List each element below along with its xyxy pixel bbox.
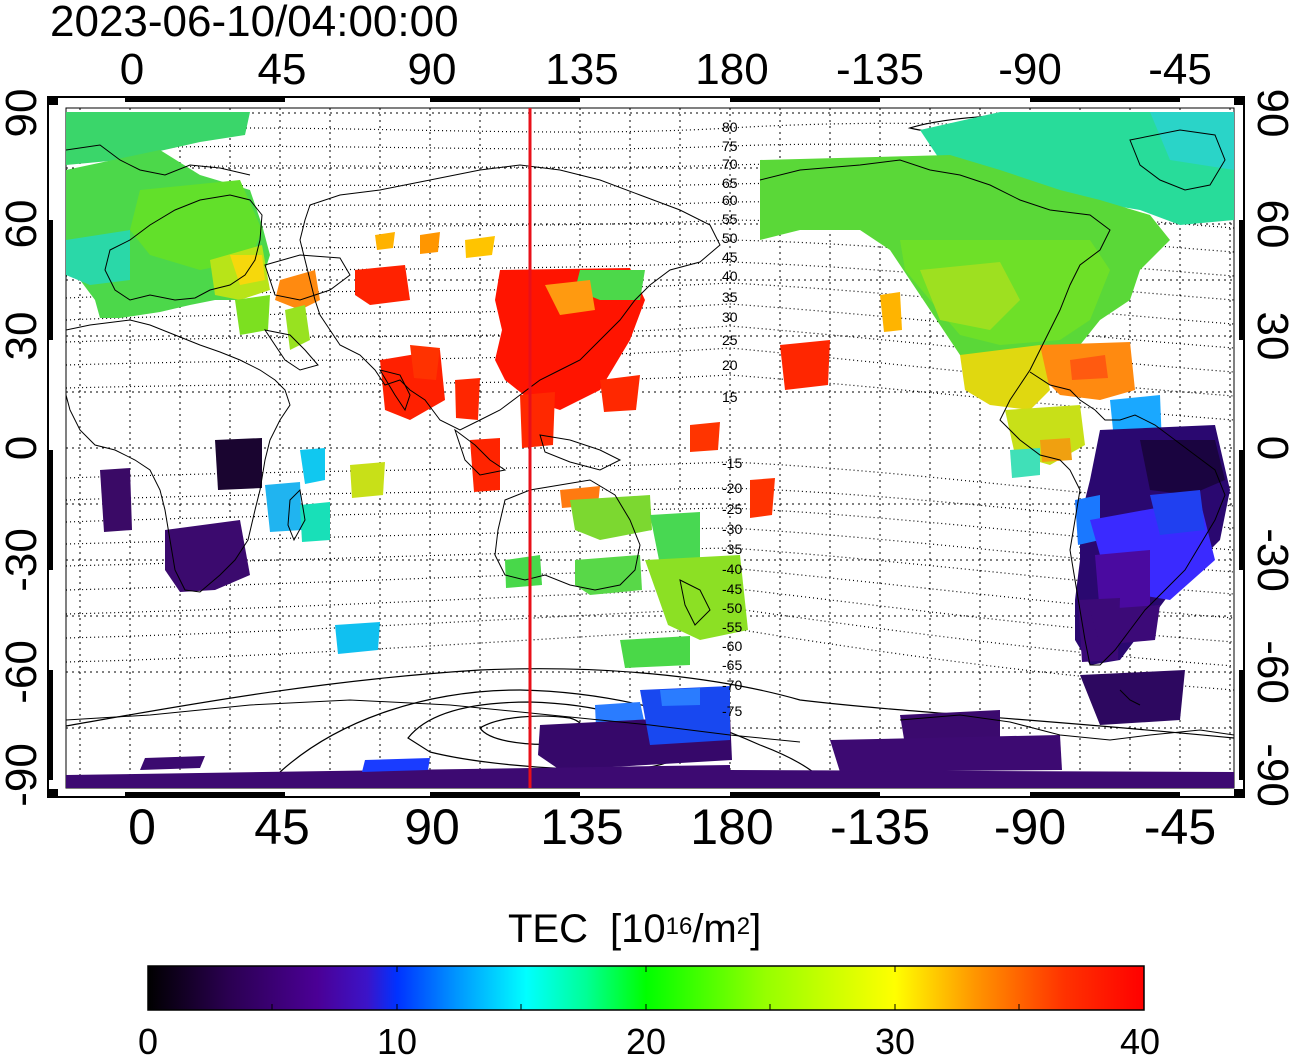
mlat-label: 65	[722, 175, 738, 191]
right-lat-label: -90	[1248, 743, 1294, 807]
magnetic-latitude-labels: 80 75 70 65 60 55 50 45 40 35 30 25 20 1…	[722, 119, 742, 719]
right-lat-label: 0	[1248, 436, 1294, 460]
mlat-label: -35	[722, 541, 742, 557]
mlat-label: 30	[722, 309, 738, 325]
colorbar-title: TEC [1016/m2]	[508, 904, 761, 954]
bottom-lon-label: -135	[830, 799, 930, 855]
colorbar-title-exponent2: 2	[736, 913, 751, 940]
mlat-label: -75	[722, 703, 742, 719]
left-lat-label: -60	[0, 640, 46, 704]
left-lat-label: -30	[0, 528, 46, 592]
top-lon-label: 45	[258, 45, 307, 94]
bottom-lon-label: -90	[994, 799, 1066, 855]
left-lat-label: 90	[0, 89, 46, 138]
mlat-label: -30	[722, 521, 742, 537]
mlat-label: 35	[722, 289, 738, 305]
left-lat-label: 60	[0, 200, 46, 249]
bottom-lon-label: 180	[690, 799, 773, 855]
top-lon-label: 0	[120, 45, 144, 94]
mlat-label: -55	[722, 619, 742, 635]
mlat-label: -60	[722, 638, 742, 654]
mlat-label: 55	[722, 211, 738, 227]
top-longitude-labels: 0 45 90 135 180 -135 -90 -45	[120, 45, 1212, 94]
mlat-label: -40	[722, 561, 742, 577]
mlat-label: -50	[722, 600, 742, 616]
colorbar-title-prefix: TEC	[508, 907, 588, 951]
bottom-lon-label: 135	[540, 799, 623, 855]
bottom-lon-label: 45	[254, 799, 310, 855]
tec-data-patches	[66, 112, 1234, 788]
top-lon-label: -135	[836, 45, 924, 94]
left-lat-label: -90	[0, 743, 46, 807]
mlat-label: 70	[722, 156, 738, 172]
colorbar-title-unit-mid: /m	[692, 907, 737, 951]
mlat-label: 15	[722, 389, 738, 405]
mlat-label: 50	[722, 230, 738, 246]
top-lon-label: 90	[408, 45, 457, 94]
colorbar-title-unit-close: ]	[750, 907, 762, 951]
bottom-lon-label: 90	[404, 799, 460, 855]
colorbar-tick-label: 40	[1120, 1021, 1160, 1057]
right-latitude-labels: 90 60 30 0 -30 -60 -90	[1248, 89, 1294, 807]
right-lat-label: 30	[1248, 312, 1294, 361]
top-lon-label: 135	[545, 45, 618, 94]
mlat-label: 75	[722, 138, 738, 154]
mlat-label: 25	[722, 332, 738, 348]
colorbar-title-unit-open: [10	[610, 907, 666, 951]
right-lat-label: -30	[1248, 528, 1294, 592]
top-lon-label: 180	[695, 45, 768, 94]
mlat-label: -45	[722, 581, 742, 597]
mlat-label: 40	[722, 268, 738, 284]
colorbar-tick-label: 30	[875, 1021, 915, 1057]
colorbar-tick-label: 10	[377, 1021, 417, 1057]
plot-frame	[47, 96, 1245, 798]
bottom-lon-label: 0	[128, 799, 156, 855]
colorbar-tick-label: 20	[626, 1021, 666, 1057]
colorbar-ticks: 0 10 20 30 40	[138, 1021, 1160, 1057]
colorbar-title-exponent: 16	[665, 913, 693, 940]
right-lat-label: 60	[1248, 200, 1294, 249]
coastlines	[66, 129, 1234, 743]
left-lat-label: 30	[0, 312, 46, 361]
colorbar-tick-label: 0	[138, 1021, 158, 1057]
mlat-label: -20	[722, 480, 742, 496]
left-lat-label: 0	[0, 436, 46, 460]
right-lat-label: 90	[1248, 89, 1294, 138]
mlat-label: 60	[722, 192, 738, 208]
mlat-label: -70	[722, 677, 742, 693]
timestamp-label: 2023-06-10/04:00:00	[50, 0, 459, 46]
mlat-label: 20	[722, 357, 738, 373]
mlat-label: -15	[722, 455, 742, 471]
right-lat-label: -60	[1248, 640, 1294, 704]
mlat-label: -65	[722, 657, 742, 673]
top-lon-label: -90	[998, 45, 1062, 94]
mlat-label: -25	[722, 501, 742, 517]
colorbar	[147, 965, 1145, 1011]
mlat-label: 80	[722, 119, 738, 135]
left-latitude-labels: 90 60 30 0 -30 -60 -90	[0, 89, 46, 807]
bottom-longitude-labels: 0 45 90 135 180 -135 -90 -45	[128, 799, 1216, 855]
mlat-label: 45	[722, 249, 738, 265]
top-lon-label: -45	[1148, 45, 1212, 94]
bottom-lon-label: -45	[1144, 799, 1216, 855]
